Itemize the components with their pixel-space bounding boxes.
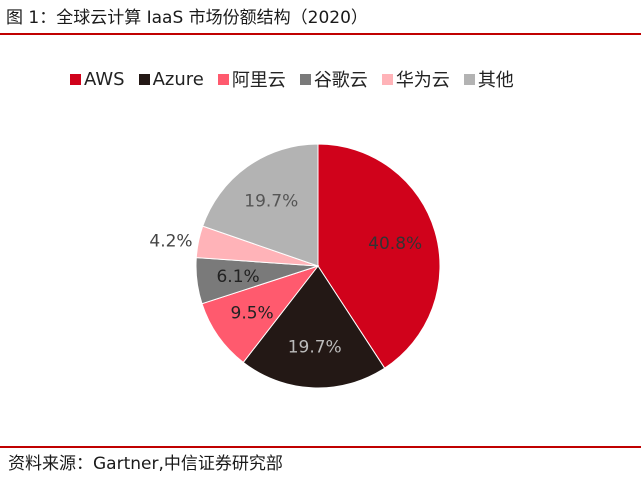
legend-swatch — [138, 73, 150, 85]
legend-item: Azure — [138, 68, 204, 90]
legend-item: 谷歌云 — [299, 66, 368, 92]
pie-slice — [202, 143, 319, 267]
legend-swatch — [381, 73, 393, 85]
title-rule — [0, 33, 641, 35]
slice-value-label: 4.2% — [149, 231, 192, 251]
legend-item: 阿里云 — [217, 66, 286, 92]
legend-item: AWS — [70, 69, 125, 90]
slice-value-label: 6.1% — [216, 267, 259, 287]
chart-area: 40.8% 19.7% 9.5% 6.1% 4.2% 19.7% — [0, 100, 641, 440]
legend-label: Azure — [152, 68, 204, 90]
slice-value-label: 9.5% — [231, 303, 274, 323]
legend-item: 华为云 — [381, 66, 450, 92]
legend-item: 其他 — [463, 66, 514, 92]
pie-chart: 40.8% 19.7% 9.5% 6.1% 4.2% 19.7% — [149, 143, 441, 389]
legend-label: 其他 — [477, 70, 514, 91]
slice-value-label: 19.7% — [288, 337, 342, 357]
legend-swatch — [463, 73, 475, 85]
legend-swatch — [70, 73, 81, 85]
chart-legend: AWS Azure 阿里云 谷歌云 华为云 其他 — [70, 66, 514, 92]
slice-value-label: 40.8% — [368, 234, 422, 254]
slice-value-label: 19.7% — [244, 191, 298, 211]
legend-swatch — [299, 73, 311, 85]
source-rule — [0, 446, 641, 448]
legend-label: AWS — [84, 68, 125, 90]
legend-swatch — [217, 73, 229, 85]
legend-label: 华为云 — [395, 70, 450, 91]
source-note: 资料来源：Gartner,中信证券研究部 — [8, 454, 283, 474]
legend-label: 谷歌云 — [313, 70, 368, 91]
pie-slice — [242, 265, 386, 389]
chart-title: 图 1：全球云计算 IaaS 市场份额结构（2020） — [6, 8, 368, 28]
legend-label: 阿里云 — [231, 70, 286, 91]
